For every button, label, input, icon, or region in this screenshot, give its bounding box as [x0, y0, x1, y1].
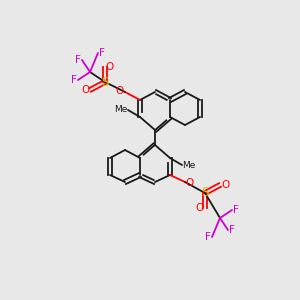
- Text: Me: Me: [182, 160, 196, 169]
- Text: S: S: [201, 187, 209, 200]
- Text: F: F: [233, 205, 239, 215]
- Text: O: O: [221, 180, 229, 190]
- Text: O: O: [196, 203, 204, 213]
- Text: O: O: [106, 62, 114, 72]
- Text: S: S: [101, 76, 109, 88]
- Text: Me: Me: [114, 106, 128, 115]
- Text: O: O: [81, 85, 89, 95]
- Text: F: F: [229, 225, 235, 235]
- Text: O: O: [186, 178, 194, 188]
- Text: F: F: [75, 55, 81, 65]
- Text: O: O: [116, 86, 124, 96]
- Text: F: F: [205, 232, 211, 242]
- Text: F: F: [99, 48, 105, 58]
- Text: F: F: [71, 75, 77, 85]
